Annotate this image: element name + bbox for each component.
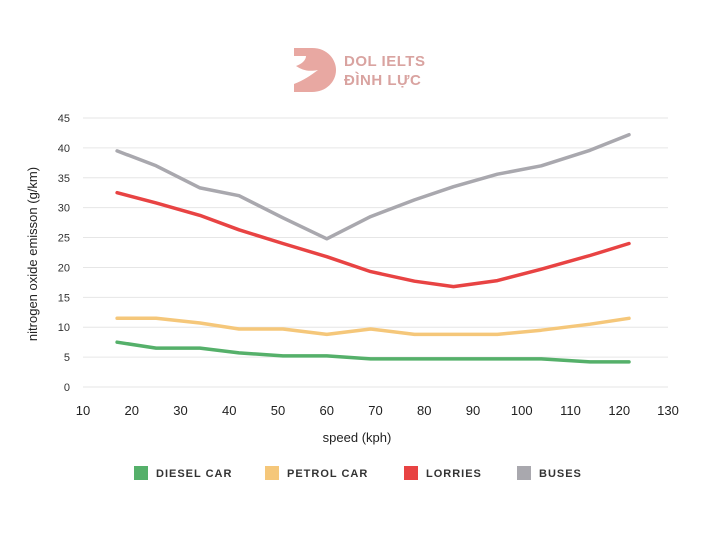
- series-line-buses: [115, 132, 631, 241]
- y-tick-label: 45: [58, 113, 70, 125]
- x-tick-label: 80: [417, 403, 431, 418]
- y-axis-ticks: 0 5 10 15 20 25 30 35 40 45: [58, 113, 70, 394]
- x-tick-label: 130: [657, 403, 679, 418]
- y-tick-label: 10: [58, 322, 70, 334]
- y-tick-label: 25: [58, 233, 70, 245]
- y-tick-label: 35: [58, 173, 70, 185]
- x-tick-label: 50: [271, 403, 285, 418]
- x-axis-label: speed (kph): [323, 430, 392, 445]
- x-tick-label: 40: [222, 403, 236, 418]
- y-tick-label: 40: [58, 143, 70, 155]
- legend-label: LORRIES: [426, 468, 482, 480]
- legend-swatch: [134, 466, 148, 480]
- grid-lines: [83, 117, 668, 388]
- x-tick-label: 20: [125, 403, 139, 418]
- legend-item: BUSES: [517, 466, 582, 480]
- x-tick-label: 70: [368, 403, 382, 418]
- x-tick-label: 10: [76, 403, 90, 418]
- y-tick-label: 30: [58, 203, 70, 215]
- y-axis-label: nitrogen oxide emisson (g/km): [25, 167, 40, 341]
- y-tick-label: 15: [58, 292, 70, 304]
- x-tick-label: 90: [466, 403, 480, 418]
- logo-mark-icon: [294, 48, 336, 92]
- legend-label: PETROL CAR: [287, 468, 368, 480]
- x-tick-label: 120: [608, 403, 630, 418]
- legend-item: LORRIES: [404, 466, 482, 480]
- y-tick-label: 20: [58, 262, 70, 274]
- legend-item: DIESEL CAR: [134, 466, 232, 480]
- x-tick-label: 100: [511, 403, 533, 418]
- series-line-lorries: [115, 190, 631, 289]
- x-tick-label: 60: [320, 403, 334, 418]
- x-axis-ticks: 10 20 30 40 50 60 70 80 90 100 110 120 130: [76, 403, 679, 418]
- series-group: [115, 132, 631, 364]
- y-tick-label: 5: [64, 352, 70, 364]
- logo: DOL IELTS ĐÌNH LỰC: [294, 48, 425, 92]
- legend-label: BUSES: [539, 468, 582, 480]
- legend-label: DIESEL CAR: [156, 468, 232, 480]
- logo-line-2: ĐÌNH LỰC: [344, 72, 421, 89]
- legend-swatch: [517, 466, 531, 480]
- logo-line-1: DOL IELTS: [344, 53, 425, 70]
- legend: DIESEL CAR PETROL CAR LORRIES BUSES: [134, 466, 582, 480]
- x-tick-label: 110: [560, 403, 581, 418]
- series-line-diesel-car: [115, 340, 631, 364]
- legend-swatch: [404, 466, 418, 480]
- series-line-petrol-car: [115, 316, 631, 337]
- legend-item: PETROL CAR: [265, 466, 368, 480]
- y-tick-label: 0: [64, 382, 70, 394]
- x-tick-label: 30: [173, 403, 187, 418]
- legend-swatch: [265, 466, 279, 480]
